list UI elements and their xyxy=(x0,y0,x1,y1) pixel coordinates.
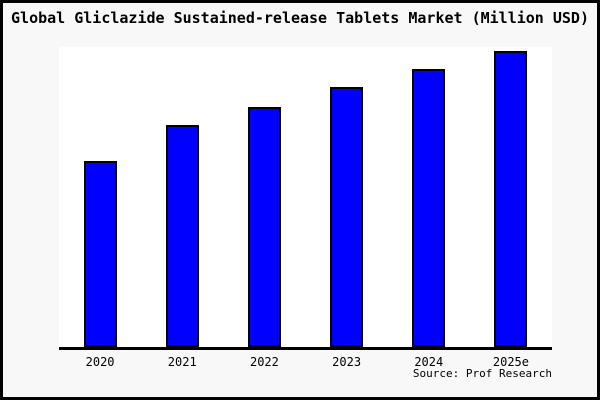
bar-2021 xyxy=(165,125,199,347)
x-tick-label-2024: 2024 xyxy=(414,355,444,369)
bar-2024 xyxy=(412,68,446,347)
chart-title: Global Gliclazide Sustained-release Tabl… xyxy=(11,9,589,27)
bar-2020 xyxy=(83,161,117,347)
bar-column-2020 xyxy=(59,47,141,347)
source-credit: Source: Prof Research xyxy=(412,367,552,380)
x-tick-label-2020: 2020 xyxy=(85,355,115,369)
bar-2025e xyxy=(494,50,528,347)
bar-column-2021 xyxy=(141,47,223,347)
x-tick-label-2023: 2023 xyxy=(332,355,362,369)
plot-area xyxy=(59,47,552,350)
bar-2022 xyxy=(247,106,281,347)
bar-column-2024 xyxy=(388,47,470,347)
x-tick-label-2025e: 2025e xyxy=(492,355,529,369)
x-tick-label-2022: 2022 xyxy=(249,355,279,369)
bar-column-2025e xyxy=(470,47,552,347)
bar-column-2023 xyxy=(306,47,388,347)
bar-2023 xyxy=(330,86,364,347)
x-tick-label-2021: 2021 xyxy=(167,355,197,369)
bar-column-2022 xyxy=(223,47,305,347)
x-axis-labels: 2020 2021 2022 2023 2024 2025e xyxy=(59,355,552,369)
